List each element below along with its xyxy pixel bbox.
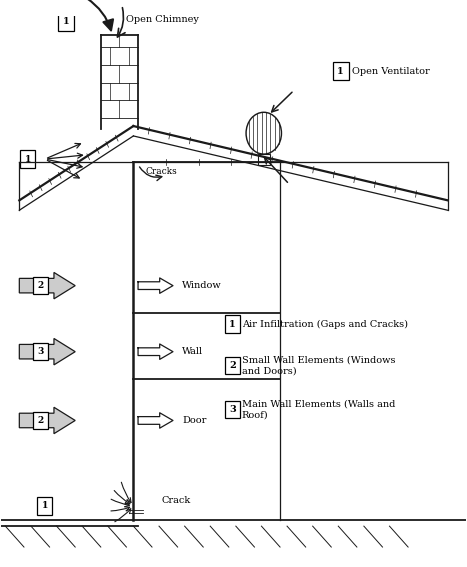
Text: Air Infiltration (Gaps and Cracks): Air Infiltration (Gaps and Cracks): [242, 320, 408, 329]
FancyBboxPatch shape: [33, 412, 48, 429]
Text: Door: Door: [182, 416, 207, 425]
Text: 1: 1: [24, 155, 31, 163]
FancyBboxPatch shape: [20, 150, 35, 168]
Polygon shape: [19, 338, 75, 365]
Text: Crack: Crack: [161, 496, 191, 505]
Text: 1: 1: [42, 501, 48, 510]
FancyBboxPatch shape: [33, 277, 48, 294]
Text: Open Chimney: Open Chimney: [127, 15, 199, 24]
FancyBboxPatch shape: [225, 315, 240, 333]
Text: 3: 3: [37, 347, 43, 356]
FancyBboxPatch shape: [58, 12, 74, 31]
Text: 1: 1: [337, 66, 344, 75]
FancyBboxPatch shape: [225, 401, 240, 418]
Text: Main Wall Elements (Walls and
Roof): Main Wall Elements (Walls and Roof): [242, 400, 395, 419]
Polygon shape: [19, 272, 75, 299]
FancyBboxPatch shape: [33, 343, 48, 361]
Text: 3: 3: [229, 405, 236, 414]
Text: 1: 1: [229, 320, 236, 329]
FancyBboxPatch shape: [258, 154, 269, 165]
Text: Cracks: Cracks: [145, 167, 177, 176]
FancyBboxPatch shape: [37, 497, 52, 515]
Text: 2: 2: [37, 281, 43, 290]
Text: Window: Window: [182, 281, 222, 290]
Text: Open Ventilator: Open Ventilator: [352, 66, 430, 75]
FancyBboxPatch shape: [333, 62, 348, 81]
Text: 2: 2: [229, 361, 236, 370]
Text: 1: 1: [63, 17, 69, 26]
Text: Small Wall Elements (Windows
and Doors): Small Wall Elements (Windows and Doors): [242, 356, 396, 375]
FancyBboxPatch shape: [225, 357, 240, 374]
Text: Wall: Wall: [182, 347, 204, 356]
Polygon shape: [19, 407, 75, 434]
Text: 2: 2: [37, 416, 43, 425]
